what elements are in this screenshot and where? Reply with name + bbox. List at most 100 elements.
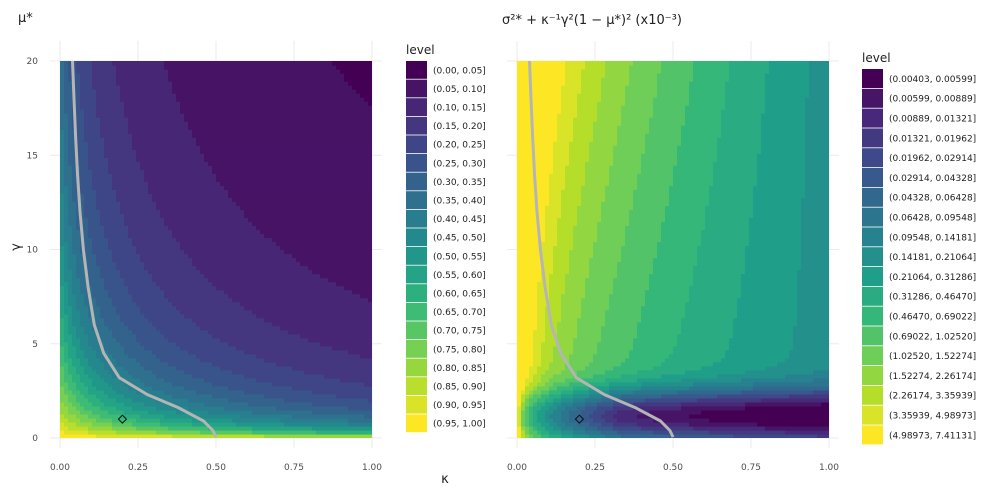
contour-cell bbox=[140, 409, 145, 415]
contour-cell bbox=[184, 157, 189, 162]
contour-cell bbox=[232, 393, 237, 399]
contour-cell bbox=[264, 241, 269, 247]
contour-cell bbox=[188, 93, 193, 98]
contour-cell bbox=[212, 221, 217, 227]
contour-cell bbox=[180, 85, 185, 90]
contour-cell bbox=[120, 237, 125, 243]
contour-cell bbox=[76, 157, 81, 162]
contour-cell bbox=[116, 433, 121, 438]
contour-cell bbox=[160, 221, 165, 227]
contour-cell bbox=[116, 269, 121, 275]
contour-cell bbox=[80, 369, 85, 375]
contour-cell bbox=[92, 165, 97, 170]
contour-cell bbox=[76, 337, 81, 343]
contour-cell bbox=[80, 197, 85, 202]
contour-cell bbox=[104, 165, 109, 170]
contour-cell bbox=[120, 221, 125, 227]
contour-cell bbox=[248, 393, 253, 399]
contour-cell bbox=[60, 141, 65, 146]
contour-cell bbox=[176, 197, 181, 202]
contour-cell bbox=[164, 297, 169, 303]
contour-cell bbox=[252, 393, 257, 399]
contour-cell bbox=[256, 141, 261, 146]
contour-cell bbox=[60, 345, 65, 351]
contour-cell bbox=[188, 241, 193, 247]
contour-cell bbox=[116, 341, 121, 347]
contour-cell bbox=[100, 377, 105, 383]
contour-cell bbox=[124, 313, 129, 319]
contour-cell bbox=[132, 169, 137, 174]
contour-cell bbox=[228, 273, 233, 279]
contour-cell bbox=[88, 69, 93, 74]
contour-cell bbox=[212, 165, 217, 170]
contour-cell bbox=[96, 149, 101, 154]
contour-cell bbox=[144, 433, 149, 438]
contour-cell bbox=[72, 425, 77, 431]
contour-cell bbox=[92, 393, 97, 399]
contour-cell bbox=[88, 421, 93, 427]
contour-cell bbox=[72, 189, 77, 194]
contour-cell bbox=[224, 221, 229, 227]
contour-cell bbox=[176, 177, 181, 182]
contour-cell bbox=[124, 301, 129, 307]
contour-cell bbox=[168, 89, 173, 94]
contour-cell bbox=[200, 121, 205, 126]
contour-cell bbox=[164, 325, 169, 331]
contour-cell bbox=[124, 393, 129, 399]
contour-cell bbox=[200, 317, 205, 323]
contour-cell bbox=[72, 221, 77, 227]
contour-cell bbox=[256, 309, 261, 315]
contour-cell bbox=[96, 361, 101, 367]
contour-cell bbox=[108, 113, 113, 118]
contour-cell bbox=[100, 117, 105, 122]
contour-cell bbox=[152, 253, 157, 259]
contour-cell bbox=[184, 61, 189, 66]
contour-cell bbox=[116, 229, 121, 235]
contour-cell bbox=[232, 89, 237, 94]
contour-cell bbox=[80, 177, 85, 182]
contour-cell bbox=[228, 177, 233, 182]
contour-cell bbox=[248, 433, 253, 438]
contour-cell bbox=[88, 153, 93, 158]
contour-cell bbox=[60, 205, 65, 210]
contour-cell bbox=[156, 65, 161, 70]
contour-cell bbox=[96, 201, 101, 206]
contour-cell bbox=[108, 61, 113, 66]
contour-cell bbox=[132, 293, 137, 299]
contour-cell bbox=[208, 269, 213, 275]
contour-cell bbox=[100, 65, 105, 70]
contour-cell bbox=[96, 133, 101, 138]
contour-cell bbox=[156, 61, 161, 66]
contour-cell bbox=[68, 225, 73, 231]
contour-cell bbox=[128, 65, 133, 70]
contour-cell bbox=[244, 293, 249, 299]
contour-cell bbox=[188, 297, 193, 303]
contour-cell bbox=[136, 333, 141, 339]
contour-cell bbox=[68, 261, 73, 267]
contour-cell bbox=[184, 317, 189, 323]
contour-cell bbox=[228, 317, 233, 323]
contour-cell bbox=[244, 325, 249, 331]
contour-cell bbox=[268, 265, 273, 271]
contour-cell bbox=[136, 89, 141, 94]
contour-cell bbox=[224, 89, 229, 94]
contour-cell bbox=[164, 225, 169, 231]
contour-cell bbox=[200, 389, 205, 395]
contour-cell bbox=[184, 129, 189, 134]
contour-cell bbox=[200, 405, 205, 411]
contour-cell bbox=[124, 237, 129, 243]
contour-cell bbox=[96, 173, 101, 178]
contour-cell bbox=[248, 165, 253, 170]
contour-cell bbox=[100, 85, 105, 90]
contour-cell bbox=[208, 201, 213, 206]
contour-cell bbox=[188, 97, 193, 102]
contour-cell bbox=[244, 265, 249, 271]
contour-cell bbox=[140, 61, 145, 66]
contour-cell bbox=[168, 341, 173, 347]
contour-cell bbox=[188, 193, 193, 198]
contour-cell bbox=[124, 385, 129, 391]
contour-cell bbox=[204, 365, 209, 371]
contour-cell bbox=[132, 113, 137, 118]
contour-cell bbox=[68, 285, 73, 291]
contour-cell bbox=[116, 205, 121, 210]
